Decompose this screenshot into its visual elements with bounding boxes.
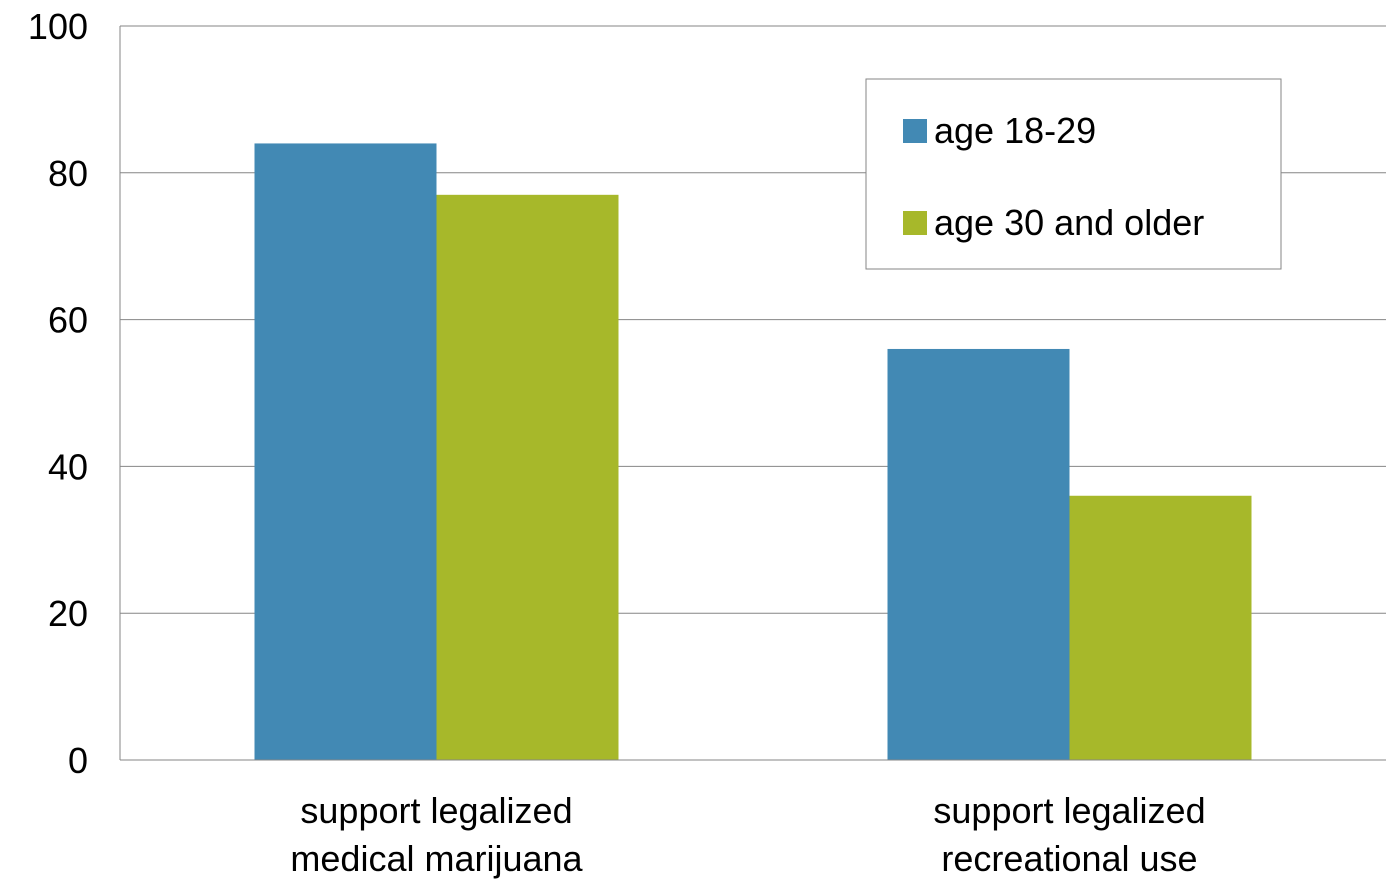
y-tick-labels: 0 20 40 60 80 100 [28, 6, 88, 781]
legend-label: age 18-29 [934, 110, 1096, 151]
category-label: recreational use [941, 838, 1197, 879]
axes [119, 26, 1386, 761]
legend-box [865, 78, 1282, 270]
y-tick-label: 100 [28, 6, 88, 47]
y-tick-label: 20 [48, 593, 88, 634]
legend-swatch [903, 211, 927, 235]
category-label: medical marijuana [290, 838, 583, 879]
y-tick-label: 60 [48, 300, 88, 341]
category-labels: support legalized medical marijuana suppor… [290, 790, 1205, 879]
bar-age-18-29 [254, 143, 437, 760]
legend-label: age 30 and older [934, 202, 1204, 243]
legend: age 18-29 age 30 and older [865, 78, 1282, 270]
bar-age-18-29 [887, 348, 1070, 760]
bar-age-30-and-older [436, 194, 619, 760]
bars [254, 143, 1252, 760]
legend-swatch [903, 119, 927, 143]
bar-age-30-and-older [1069, 495, 1252, 760]
y-tick-label: 80 [48, 153, 88, 194]
category-label: support legalized [933, 790, 1205, 831]
y-tick-label: 0 [68, 740, 88, 781]
y-tick-label: 40 [48, 446, 88, 487]
category-label: support legalized [300, 790, 572, 831]
